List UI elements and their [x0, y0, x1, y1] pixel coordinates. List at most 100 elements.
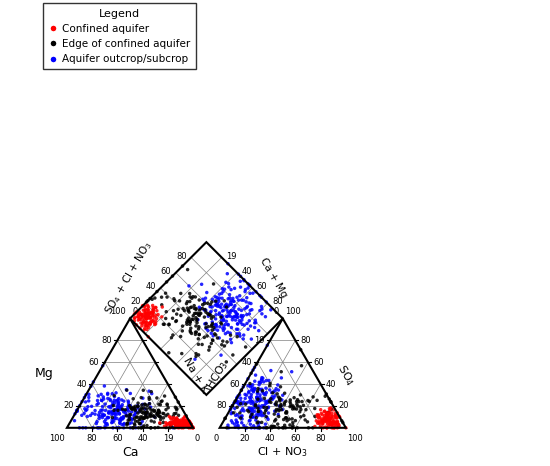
Point	[227, 301, 235, 308]
Point	[141, 311, 150, 318]
Point	[180, 420, 189, 428]
Point	[172, 414, 181, 422]
Point	[156, 419, 164, 426]
Point	[206, 301, 215, 308]
Point	[254, 389, 262, 396]
Point	[315, 418, 323, 425]
Point	[232, 313, 240, 320]
Point	[265, 398, 274, 405]
Text: 80: 80	[87, 433, 97, 443]
Point	[175, 421, 184, 428]
Point	[333, 418, 342, 426]
Point	[255, 385, 264, 393]
Point	[256, 292, 265, 300]
Point	[168, 419, 177, 426]
Point	[204, 323, 213, 330]
Point	[182, 422, 190, 429]
Point	[129, 405, 138, 413]
Point	[223, 306, 232, 314]
Point	[219, 288, 228, 295]
Point	[312, 417, 321, 425]
Point	[209, 280, 218, 288]
Point	[238, 316, 246, 324]
Point	[146, 308, 155, 316]
Point	[254, 385, 262, 392]
Point	[173, 423, 182, 430]
Point	[153, 409, 162, 417]
Point	[321, 423, 329, 431]
Point	[230, 313, 239, 320]
Point	[126, 390, 135, 397]
Point	[327, 420, 336, 428]
Point	[98, 412, 107, 419]
Point	[240, 305, 249, 313]
Point	[159, 414, 168, 422]
Point	[171, 419, 180, 426]
Text: 0: 0	[194, 433, 200, 443]
Point	[233, 330, 241, 337]
Point	[128, 416, 137, 423]
Point	[333, 420, 342, 427]
Point	[221, 321, 230, 328]
Point	[75, 402, 84, 410]
Point	[220, 325, 229, 332]
Point	[142, 322, 151, 329]
Point	[140, 404, 148, 411]
Point	[106, 403, 114, 410]
Point	[226, 312, 234, 320]
Text: 20: 20	[339, 401, 349, 411]
Point	[226, 309, 234, 317]
Point	[145, 404, 154, 412]
Point	[180, 413, 189, 420]
Point	[245, 281, 254, 289]
Text: 80: 80	[216, 401, 227, 411]
Point	[262, 298, 271, 306]
Point	[180, 307, 189, 314]
Point	[293, 402, 302, 410]
Point	[104, 408, 113, 415]
Point	[235, 292, 244, 300]
Point	[247, 391, 256, 398]
Point	[259, 390, 268, 397]
Point	[205, 343, 214, 350]
Point	[208, 320, 217, 327]
Point	[268, 393, 277, 400]
Point	[163, 421, 172, 429]
Legend: Confined aquifer, Edge of confined aquifer, Aquifer outcrop/subcrop: Confined aquifer, Edge of confined aquif…	[43, 3, 196, 69]
Point	[251, 402, 260, 410]
Point	[205, 310, 214, 318]
Point	[261, 313, 270, 321]
Text: SO$_4$: SO$_4$	[334, 362, 358, 389]
Point	[246, 412, 255, 420]
Point	[116, 418, 124, 426]
Point	[245, 417, 254, 425]
Point	[262, 399, 271, 406]
Point	[182, 421, 190, 429]
Point	[143, 402, 152, 409]
Point	[334, 424, 343, 431]
Point	[229, 307, 238, 315]
Point	[143, 408, 152, 416]
Point	[210, 324, 218, 331]
Point	[280, 401, 289, 408]
Point	[139, 318, 148, 326]
Point	[142, 409, 151, 417]
Point	[237, 307, 246, 314]
Point	[323, 412, 332, 419]
Point	[131, 403, 140, 410]
Point	[217, 320, 226, 328]
Point	[271, 417, 279, 425]
Point	[233, 411, 241, 418]
Point	[326, 415, 335, 422]
Point	[234, 424, 243, 432]
Point	[242, 304, 251, 311]
Point	[314, 411, 323, 419]
Point	[328, 415, 337, 423]
Point	[236, 398, 245, 405]
Point	[272, 401, 281, 409]
Point	[145, 321, 154, 329]
Point	[135, 315, 144, 323]
Point	[204, 313, 213, 320]
Point	[252, 394, 261, 401]
Point	[134, 313, 142, 321]
